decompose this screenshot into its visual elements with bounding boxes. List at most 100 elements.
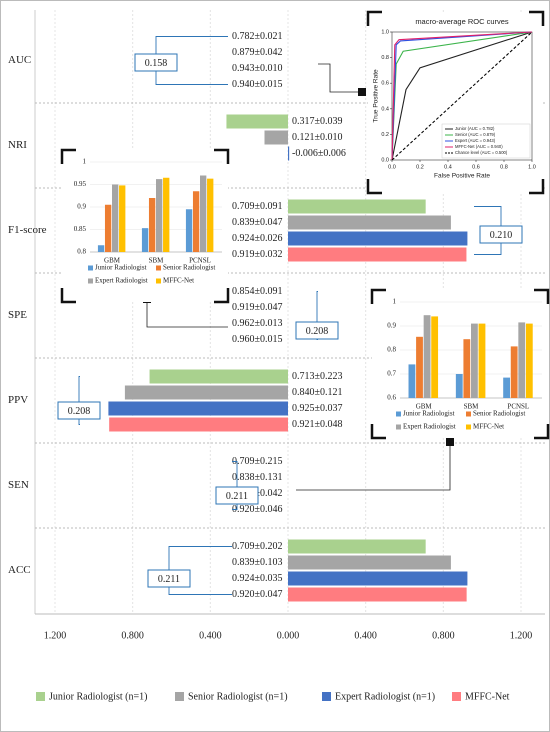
value-label: 0.921±0.048 [292, 419, 343, 430]
y-tick-label: 0.95 [74, 180, 87, 188]
row-label: PPV [8, 394, 28, 406]
legend-label: Chance level (AUC = 0.500) [455, 150, 508, 155]
annotation-box [295, 321, 339, 340]
x-tick-label: 0.6 [472, 164, 480, 170]
bar [416, 336, 423, 398]
legend-label: Expert (AUC = 0.943) [455, 138, 496, 143]
row-label: AUC [8, 54, 31, 66]
y-tick-label: 0.9 [77, 203, 86, 211]
bar [288, 215, 451, 230]
bar [471, 323, 478, 398]
x-tick-label: 0.8 [500, 164, 508, 170]
annotation: 0.158 [145, 58, 168, 69]
annotation: 0.211 [226, 491, 248, 502]
bar [149, 369, 288, 384]
insets: macro-average ROC curves 0.0 0.2 0.4 0.6 0.8 1… [60, 10, 550, 440]
value-label: 0.709±0.091 [232, 201, 283, 212]
legend-swatch [322, 692, 331, 701]
x-tick-label: 0.2 [416, 164, 424, 170]
annotation-box [479, 225, 523, 244]
bar [104, 204, 112, 252]
legend-label: Junior (AUC = 0.782) [455, 126, 495, 131]
legend-label: MFFC-Net (AUC = 0.940) [455, 144, 503, 149]
bracket [155, 36, 228, 54]
bar [288, 199, 426, 214]
bar [119, 185, 126, 252]
value-label: 0.121±0.010 [292, 132, 343, 143]
x-axis-label: False Positive Rate [434, 173, 490, 180]
bar [226, 114, 288, 129]
bar [288, 539, 426, 554]
row-label: F1-score [8, 224, 47, 236]
bar [97, 245, 105, 252]
legend-label: Senior Radiologist [163, 264, 215, 272]
bracket [78, 376, 80, 402]
annotation-box [147, 569, 191, 588]
bar [185, 209, 193, 252]
plot-frame [391, 31, 533, 161]
roc-curve [391, 31, 533, 161]
y-tick-label: 0.2 [381, 132, 389, 138]
value-label: 0.920±0.047 [232, 589, 283, 600]
legend-label: Expert Radiologist [403, 423, 456, 431]
bar [163, 177, 170, 252]
value-label: 0.317±0.039 [292, 116, 343, 127]
x-tick-label: GBM [416, 403, 433, 411]
value-label: 0.840±0.121 [292, 387, 343, 398]
legend-label: Junior Radiologist [403, 410, 455, 418]
bar [525, 323, 533, 398]
bar-chart: 0.6 0.7 0.8 0.9 1 GBM SBM PCNSL Junior Radiologi… [370, 288, 550, 440]
value-label: 0.924±0.026 [232, 233, 283, 244]
bar [192, 191, 200, 252]
bar [109, 417, 288, 432]
y-tick-label: 0.8 [77, 248, 86, 256]
x-tick-label: SBM [464, 403, 480, 411]
bar [431, 316, 439, 398]
legend-label: Senior Radiologist (n=1) [188, 691, 288, 702]
x-tick-label: 0.800 [432, 630, 455, 641]
line-chart: macro-average ROC curves 0.0 0.2 0.4 0.6 0.8 1… [366, 10, 545, 195]
roc-curve [391, 31, 533, 161]
legend-swatch [452, 692, 461, 701]
legend-label: Senior Radiologist [473, 410, 525, 418]
x-tick-label: 1.0 [528, 164, 536, 170]
legend-swatch [88, 265, 93, 271]
value-label: 0.960±0.015 [232, 334, 283, 345]
x-tick-label: 0.800 [121, 630, 144, 641]
value-label: 0.940±0.015 [232, 79, 283, 90]
roc-curve [391, 31, 533, 161]
bar [148, 198, 156, 252]
value-label: -0.006±0.006 [292, 148, 346, 159]
bar [288, 146, 290, 161]
hbar-chart: 1.200 0.800 0.400 0.000 0.400 0.800 1.200 AUC 0.… [8, 10, 545, 702]
bar [463, 339, 471, 398]
y-tick-label: 0.7 [387, 370, 396, 378]
legend-label: Senior (AUC = 0.879) [455, 132, 496, 137]
annotation: 0.208 [306, 326, 329, 337]
value-label: 0.839±0.103 [232, 557, 283, 568]
bar [288, 247, 467, 262]
value-label: 0.943±0.010 [232, 63, 283, 74]
annotation-box [215, 486, 259, 505]
row-label: SEN [8, 479, 29, 491]
legend-label: Expert Radiologist [95, 277, 148, 285]
legend-swatch [466, 424, 471, 430]
y-tick-label: 1 [393, 298, 397, 306]
bar [156, 179, 163, 252]
legend-swatch [396, 424, 401, 430]
row-label: ACC [8, 564, 31, 576]
inset-corners [60, 148, 230, 304]
legend-swatch [466, 411, 471, 417]
marker [446, 438, 454, 446]
value-label: 0.924±0.035 [232, 573, 283, 584]
bar-chart: 0.8 0.85 0.9 0.95 1 GBM SBM PCNSL Junior Radiolo… [60, 148, 230, 304]
bracket [78, 419, 80, 425]
annotation-box [134, 53, 178, 72]
x-tick-label: 0.400 [199, 630, 222, 641]
bar [200, 175, 207, 252]
y-tick-label: 0.6 [387, 394, 396, 402]
y-tick-label: 0.9 [387, 322, 396, 330]
y-tick-label: 0.4 [381, 106, 389, 112]
x-tick-label: 1.200 [510, 630, 533, 641]
bar [112, 184, 119, 252]
